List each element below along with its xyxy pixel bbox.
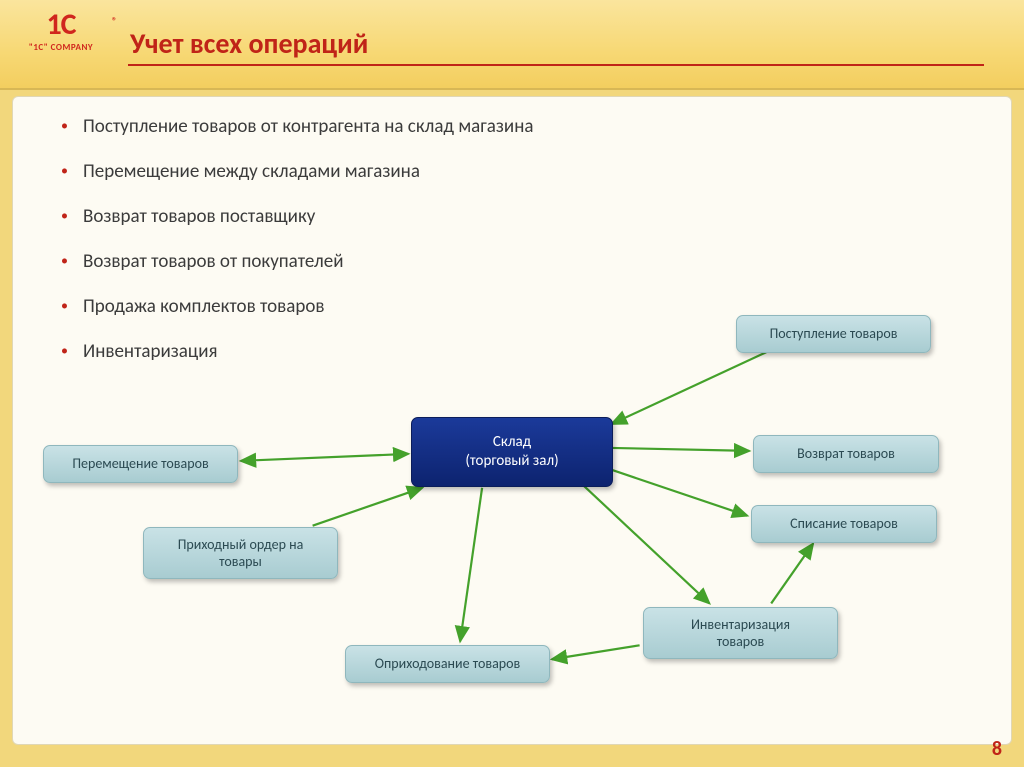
- slide-title: Учет всех операций: [130, 26, 368, 61]
- node-prihod: Приходный ордер натовары: [143, 527, 338, 579]
- node-center: Склад(торговый зал): [411, 417, 613, 487]
- slide: 1C ® "1C" COMPANY Учет всех операций Пос…: [0, 0, 1024, 767]
- edge-center-invent: [584, 486, 710, 604]
- flow-diagram: Склад(торговый зал) Перемещение товаров Пр…: [13, 97, 1011, 744]
- node-label: Перемещение товаров: [72, 455, 208, 473]
- edge-invent-oprihod: [552, 645, 640, 659]
- node-label: Приходный ордер на: [178, 536, 304, 554]
- logo-text: 1C: [46, 6, 75, 43]
- node-label: (торговый зал): [465, 452, 558, 471]
- page-number: 8: [992, 737, 1002, 761]
- logo-reg: ®: [112, 6, 116, 36]
- node-label: Склад: [493, 433, 531, 452]
- title-underline: [128, 64, 984, 66]
- node-invent: Инвентаризациятоваров: [643, 607, 838, 659]
- edge-center-vozvrat: [612, 448, 750, 451]
- node-oprihod: Оприходование товаров: [345, 645, 550, 683]
- node-label: товаров: [717, 633, 765, 651]
- node-label: Инвентаризация: [691, 616, 790, 634]
- content-card: Поступление товаров от контрагента на ск…: [12, 96, 1012, 745]
- node-label: Оприходование товаров: [375, 655, 520, 673]
- logo-company: "1C" COMPANY: [16, 42, 106, 53]
- node-label: Списание товаров: [790, 515, 898, 533]
- node-spisanie: Списание товаров: [751, 505, 937, 543]
- node-label: Поступление товаров: [770, 325, 898, 343]
- node-label: товары: [219, 553, 262, 571]
- edge-peremesh-center: [241, 454, 408, 461]
- edge-invent-spisanie: [771, 544, 813, 604]
- edge-center-spisanie: [612, 470, 748, 516]
- node-vozvrat: Возврат товаров: [753, 435, 939, 473]
- logo-1c: 1C ® "1C" COMPANY: [16, 10, 106, 53]
- node-postuplenie: Поступление товаров: [736, 315, 931, 353]
- edge-prihod-center: [313, 488, 423, 526]
- header: 1C ® "1C" COMPANY Учет всех операций: [0, 0, 1024, 90]
- edge-center-oprihod: [460, 488, 482, 642]
- edge-postuplenie-center: [612, 352, 767, 424]
- node-label: Возврат товаров: [797, 445, 895, 463]
- node-peremesh: Перемещение товаров: [43, 445, 238, 483]
